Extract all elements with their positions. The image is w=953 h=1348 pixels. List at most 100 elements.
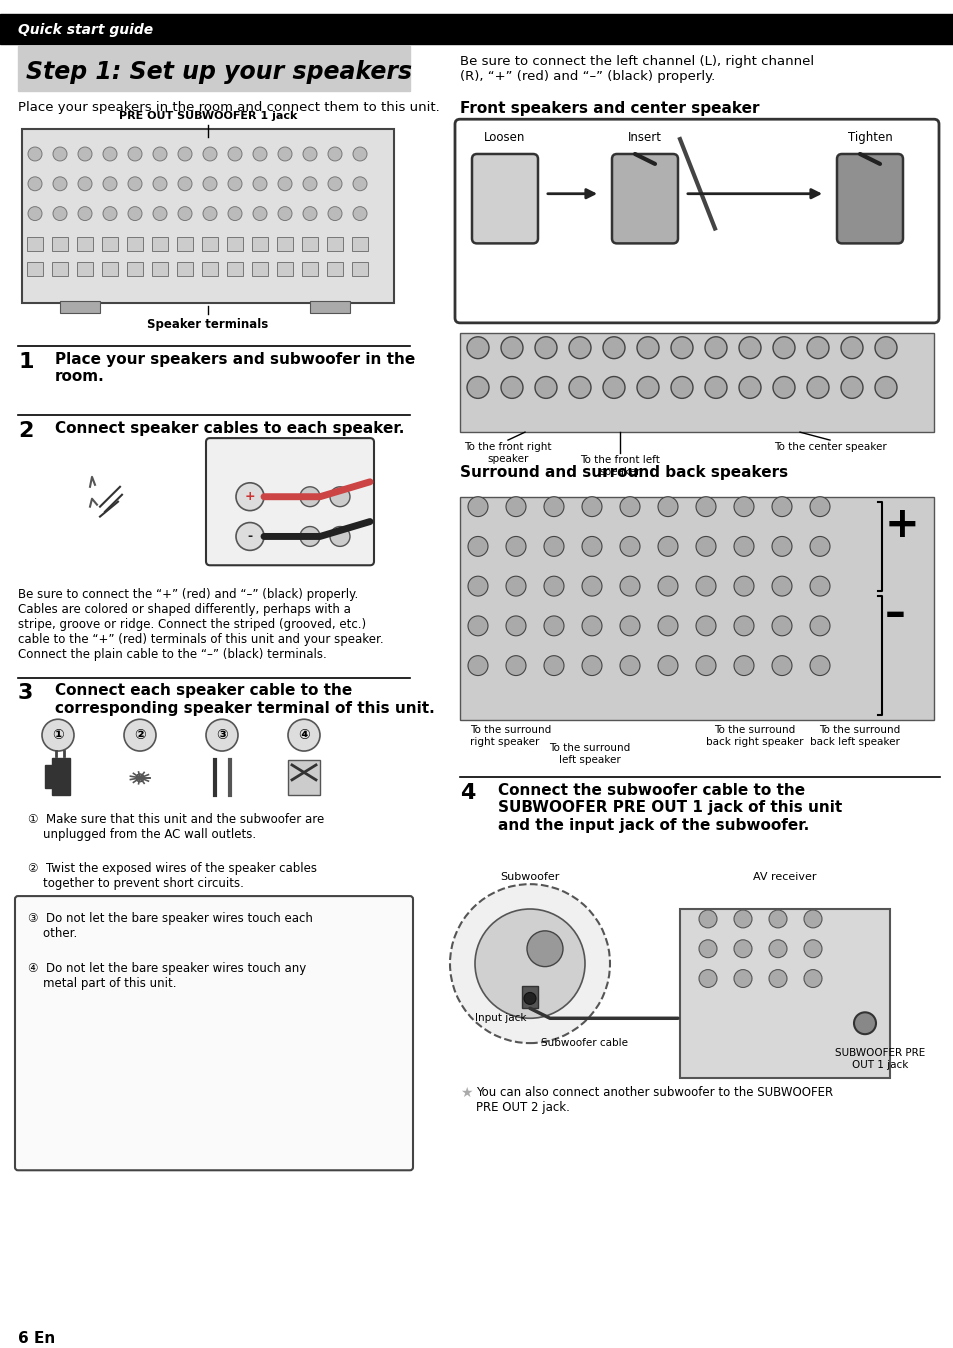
Circle shape [203,206,216,221]
Circle shape [733,496,753,516]
FancyBboxPatch shape [612,154,678,244]
Circle shape [771,537,791,557]
Circle shape [733,969,751,988]
Circle shape [670,337,692,359]
Text: You can also connect another subwoofer to the SUBWOOFER
PRE OUT 2 jack.: You can also connect another subwoofer t… [476,1086,832,1113]
Bar [288,760,319,795]
Circle shape [53,206,67,221]
Circle shape [809,616,829,636]
Circle shape [178,147,192,160]
Circle shape [768,910,786,927]
FancyBboxPatch shape [836,154,902,244]
Bar [202,263,218,276]
FancyBboxPatch shape [206,438,374,565]
Text: AV receiver: AV receiver [753,872,816,882]
Circle shape [841,337,862,359]
Circle shape [468,655,488,675]
Circle shape [696,576,716,596]
Text: ③: ③ [216,728,228,743]
Circle shape [28,147,42,160]
Circle shape [505,496,525,516]
Bar [27,237,43,251]
Circle shape [328,177,341,190]
Circle shape [619,496,639,516]
Circle shape [468,576,488,596]
Circle shape [581,496,601,516]
Bar [52,237,68,251]
Circle shape [353,177,367,190]
Circle shape [733,537,753,557]
Text: ①: ① [52,728,64,743]
Text: To the surround
right speaker: To the surround right speaker [470,725,551,747]
Circle shape [696,537,716,557]
FancyBboxPatch shape [15,896,413,1170]
Circle shape [505,655,525,675]
Circle shape [696,655,716,675]
Bar [679,909,889,1078]
Circle shape [299,487,319,507]
Text: Place your speakers in the room and connect them to this unit.: Place your speakers in the room and conn… [18,101,439,115]
Text: To the front left
speaker: To the front left speaker [579,456,659,477]
Circle shape [699,940,717,957]
Circle shape [733,616,753,636]
Circle shape [803,910,821,927]
Text: Front speakers and center speaker: Front speakers and center speaker [459,101,759,116]
Circle shape [543,655,563,675]
Circle shape [543,616,563,636]
Text: 1: 1 [18,352,33,372]
Circle shape [475,909,584,1018]
Bar [352,263,368,276]
Circle shape [78,147,91,160]
Text: PRE OUT SUBWOOFER 1 jack: PRE OUT SUBWOOFER 1 jack [119,111,297,121]
Circle shape [733,910,751,927]
Circle shape [203,147,216,160]
Circle shape [450,884,609,1043]
Text: 6 En: 6 En [18,1332,55,1347]
Circle shape [704,337,726,359]
Circle shape [253,177,267,190]
Circle shape [28,206,42,221]
Bar [252,237,268,251]
Circle shape [206,720,237,751]
Bar [0,13,953,43]
Circle shape [543,496,563,516]
Circle shape [874,376,896,399]
Bar [276,237,293,251]
Circle shape [699,969,717,988]
Circle shape [771,576,791,596]
Circle shape [467,376,489,399]
Circle shape [468,616,488,636]
Text: Input jack: Input jack [475,1014,526,1023]
Circle shape [696,616,716,636]
Text: Speaker terminals: Speaker terminals [147,318,269,330]
Circle shape [581,616,601,636]
Circle shape [771,616,791,636]
Circle shape [803,940,821,957]
Text: Loosen: Loosen [484,131,525,144]
Text: Subwoofer cable: Subwoofer cable [541,1038,628,1049]
Circle shape [152,206,167,221]
Circle shape [467,337,489,359]
Circle shape [841,376,862,399]
Text: ★: ★ [459,1086,472,1100]
Circle shape [619,576,639,596]
Circle shape [602,376,624,399]
Circle shape [658,537,678,557]
Bar [77,237,92,251]
Bar [127,237,143,251]
Circle shape [535,337,557,359]
Circle shape [806,337,828,359]
Text: Step 1: Set up your speakers: Step 1: Set up your speakers [26,59,412,84]
Circle shape [277,147,292,160]
Circle shape [568,337,590,359]
Text: To the surround
back left speaker: To the surround back left speaker [809,725,899,747]
Bar [52,263,68,276]
Bar [77,263,92,276]
Text: ④: ④ [297,728,310,743]
Circle shape [203,177,216,190]
Circle shape [733,940,751,957]
Text: Surround and surround back speakers: Surround and surround back speakers [459,465,787,480]
Circle shape [253,147,267,160]
FancyBboxPatch shape [455,119,938,324]
Text: To the front right
speaker: To the front right speaker [464,442,551,464]
